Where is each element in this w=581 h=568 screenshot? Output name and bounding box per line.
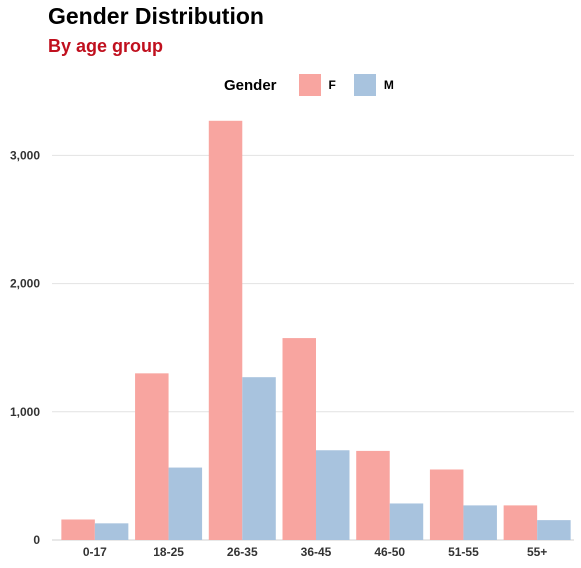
y-tick-label: 2,000 bbox=[10, 277, 40, 291]
legend-item-m: M bbox=[353, 74, 402, 96]
bar-f-0-17 bbox=[61, 519, 95, 540]
bar-f-36-45 bbox=[282, 338, 316, 540]
bar-f-51-55 bbox=[429, 469, 464, 540]
x-tick-label: 51-55 bbox=[448, 545, 479, 559]
bar-f-46-50 bbox=[356, 450, 390, 540]
x-tick-label: 0-17 bbox=[83, 545, 107, 559]
bar-m-55+ bbox=[537, 520, 571, 540]
bar-m-36-45 bbox=[316, 450, 350, 540]
bar-m-0-17 bbox=[94, 523, 129, 540]
chart-subtitle: By age group bbox=[48, 36, 164, 56]
legend: Gender F M bbox=[224, 73, 412, 97]
bar-f-18-25 bbox=[135, 373, 169, 540]
bar-m-51-55 bbox=[463, 505, 497, 540]
x-tick-label: 55+ bbox=[527, 545, 547, 559]
x-tick-label: 46-50 bbox=[374, 545, 405, 559]
x-tick-label: 36-45 bbox=[301, 545, 332, 559]
legend-item-f: F bbox=[298, 74, 344, 96]
legend-label-f: F bbox=[328, 78, 336, 92]
legend-title: Gender bbox=[224, 76, 277, 94]
bar-f-26-35 bbox=[208, 120, 243, 540]
legend-swatch-f bbox=[298, 74, 321, 96]
x-tick-label: 18-25 bbox=[153, 545, 184, 559]
bar-m-46-50 bbox=[389, 503, 424, 540]
y-tick-label: 1,000 bbox=[10, 405, 40, 419]
y-tick-label: 3,000 bbox=[10, 148, 40, 162]
x-tick-label: 26-35 bbox=[227, 545, 258, 559]
bar-m-18-25 bbox=[168, 467, 203, 540]
chart-title: Gender Distribution bbox=[48, 3, 264, 29]
y-tick-label: 0 bbox=[33, 533, 40, 547]
legend-swatch-m bbox=[353, 74, 376, 96]
bar-f-55+ bbox=[503, 505, 538, 540]
legend-label-m: M bbox=[383, 78, 394, 92]
bar-m-26-35 bbox=[242, 377, 276, 540]
